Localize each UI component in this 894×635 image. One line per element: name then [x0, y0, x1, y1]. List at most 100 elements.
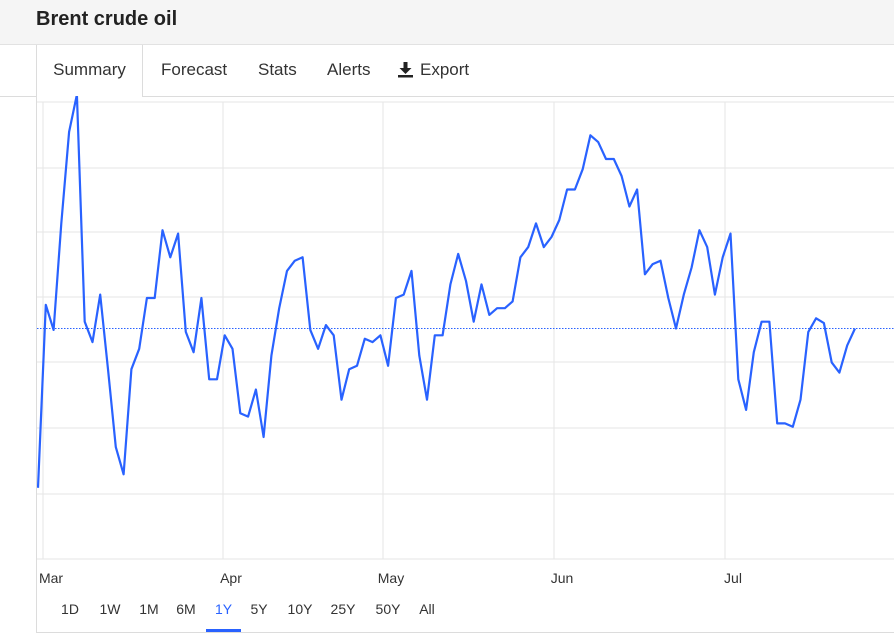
tab-bar: Summary Forecast Stats Alerts Export	[0, 45, 894, 97]
data-point	[67, 130, 71, 134]
data-point	[557, 218, 561, 222]
data-point	[176, 232, 180, 236]
range-25y[interactable]: 25Y	[328, 594, 358, 632]
data-point	[285, 269, 289, 273]
data-point	[736, 377, 740, 381]
data-point	[223, 333, 227, 337]
tab-alerts[interactable]: Alerts	[327, 45, 370, 96]
tab-alerts-label: Alerts	[327, 60, 371, 79]
data-point	[122, 472, 126, 476]
data-point	[448, 282, 452, 286]
data-point	[480, 282, 484, 286]
data-point	[145, 296, 149, 300]
range-10y[interactable]: 10Y	[285, 594, 315, 632]
price-chart: Mar Apr May Jun Jul	[37, 96, 894, 586]
data-point	[433, 333, 437, 337]
data-point	[830, 360, 834, 364]
data-point	[363, 337, 367, 341]
data-point	[207, 377, 211, 381]
data-point	[340, 398, 344, 402]
range-5y-label: 5Y	[250, 601, 268, 617]
range-6m-label: 6M	[176, 601, 196, 617]
range-6m[interactable]: 6M	[173, 594, 199, 632]
data-point	[98, 293, 102, 297]
range-1d[interactable]: 1D	[58, 594, 82, 632]
data-point	[464, 279, 468, 283]
data-point	[721, 255, 725, 259]
range-10y-label: 10Y	[287, 601, 313, 617]
data-point	[511, 299, 515, 303]
chart-panel: Mar Apr May Jun Jul	[36, 96, 894, 633]
range-all[interactable]: All	[417, 594, 437, 632]
range-50y[interactable]: 50Y	[373, 594, 403, 632]
data-point	[192, 350, 196, 354]
data-point	[697, 228, 701, 232]
range-1d-label: 1D	[61, 601, 79, 617]
data-point	[659, 259, 663, 263]
data-point	[332, 333, 336, 337]
data-point	[472, 320, 476, 324]
data-point	[596, 140, 600, 144]
data-point	[308, 328, 312, 332]
tab-forecast-label: Forecast	[161, 60, 228, 79]
data-point	[635, 188, 639, 192]
header-bar: Brent crude oil	[0, 0, 894, 45]
data-point	[83, 320, 87, 324]
data-point	[713, 293, 717, 297]
x-tick-label: Mar	[39, 570, 63, 586]
data-point	[518, 255, 522, 259]
data-point	[674, 327, 678, 331]
data-point	[277, 306, 281, 310]
data-point	[137, 347, 141, 351]
x-tick-label: May	[378, 570, 404, 586]
data-point	[526, 245, 530, 249]
data-point	[534, 221, 538, 225]
data-point	[495, 306, 499, 310]
data-point	[371, 340, 375, 344]
data-point	[254, 388, 258, 392]
range-1w-label: 1W	[99, 601, 121, 617]
tab-export[interactable]: Export	[397, 45, 469, 96]
data-point	[262, 435, 266, 439]
data-point	[161, 228, 165, 232]
data-point	[581, 167, 585, 171]
data-point	[59, 221, 63, 225]
tab-summary[interactable]: Summary	[36, 45, 143, 97]
range-1y[interactable]: 1Y	[206, 594, 241, 632]
x-tick-label: Jul	[724, 570, 742, 586]
data-point	[417, 354, 421, 358]
x-tick-label: Jun	[551, 570, 574, 586]
x-tick-label: Apr	[220, 570, 242, 586]
series-line	[37, 96, 856, 488]
data-point	[441, 333, 445, 337]
data-point	[822, 321, 826, 325]
range-1m[interactable]: 1M	[136, 594, 162, 632]
data-point	[91, 340, 95, 344]
data-point	[767, 320, 771, 324]
data-point	[402, 293, 406, 297]
tab-stats[interactable]: Stats	[258, 45, 297, 96]
range-1w[interactable]: 1W	[96, 594, 124, 632]
data-point	[355, 364, 359, 368]
data-point	[316, 347, 320, 351]
data-point	[246, 415, 250, 419]
data-point	[565, 188, 569, 192]
data-point	[168, 255, 172, 259]
data-point	[293, 259, 297, 263]
page-title: Brent crude oil	[36, 8, 178, 30]
data-point	[729, 232, 733, 236]
data-point	[37, 486, 40, 490]
data-point	[231, 347, 235, 351]
data-point	[627, 205, 631, 209]
data-point	[799, 398, 803, 402]
tab-forecast[interactable]: Forecast	[161, 45, 227, 96]
data-point	[324, 323, 328, 327]
range-5y[interactable]: 5Y	[248, 594, 270, 632]
tab-export-label: Export	[420, 60, 470, 79]
data-point	[550, 235, 554, 239]
data-point	[845, 343, 849, 347]
data-point	[604, 157, 608, 161]
data-point	[378, 333, 382, 337]
data-point	[612, 157, 616, 161]
range-1m-label: 1M	[139, 601, 159, 617]
